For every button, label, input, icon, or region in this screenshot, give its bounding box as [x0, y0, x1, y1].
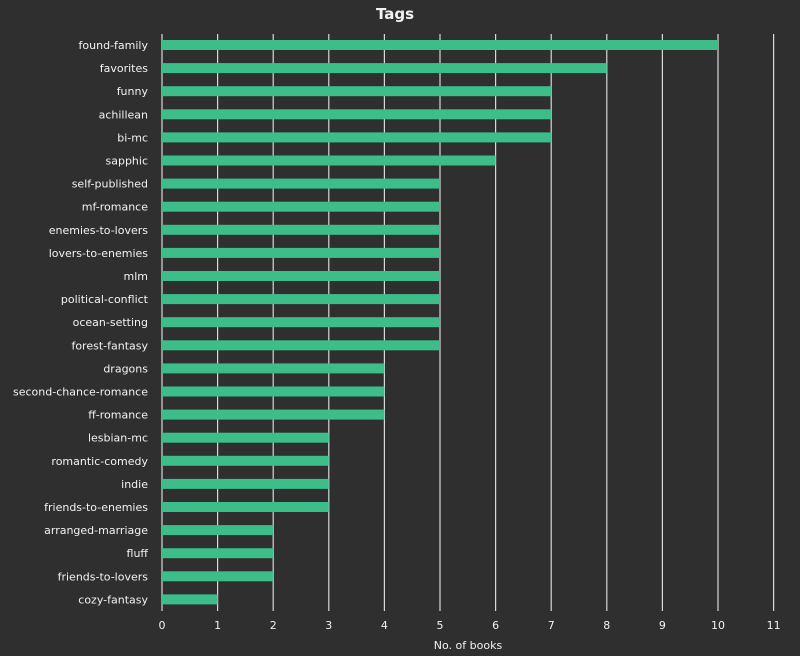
bar-arranged-marriage	[162, 525, 274, 536]
x-tick-label: 2	[270, 619, 277, 632]
category-label: romantic-comedy	[51, 455, 148, 468]
x-tick-label: 11	[767, 619, 781, 632]
bar-cozy-fantasy	[162, 594, 218, 605]
category-label: achillean	[99, 108, 148, 121]
category-label: friends-to-enemies	[44, 501, 148, 514]
x-tick-label: 9	[659, 619, 666, 632]
category-label: enemies-to-lovers	[49, 224, 149, 237]
x-axis-title: No. of books	[434, 639, 503, 652]
category-label: arranged-marriage	[44, 524, 148, 537]
x-tick-labels: 0 1 2 3 4 5 6 7 8 9 10 11	[159, 619, 781, 632]
bar-found-family	[162, 40, 718, 50]
bar-ff-romance	[162, 409, 385, 420]
bar-forest-fantasy	[162, 340, 440, 351]
bar-political-conflict	[162, 294, 440, 305]
bar-indie	[162, 478, 329, 489]
category-label: cozy-fantasy	[78, 593, 148, 606]
x-tick-label: 4	[381, 619, 388, 632]
category-label: mf-romance	[82, 201, 148, 214]
category-label: second-chance-romance	[13, 386, 148, 399]
bar-lesbian-mc	[162, 432, 329, 443]
bar-lovers-to-enemies	[162, 247, 440, 258]
bar-romantic-comedy	[162, 455, 329, 466]
bar-bi-mc	[162, 132, 552, 143]
category-label: mlm	[124, 270, 149, 283]
chart-title: Tags	[376, 5, 414, 23]
bar-friends-to-enemies	[162, 502, 329, 512]
bar-friends-to-lovers	[162, 571, 274, 582]
category-label: ocean-setting	[73, 316, 148, 329]
category-label: indie	[121, 478, 148, 491]
category-label: self-published	[72, 178, 148, 191]
bar-achillean	[162, 109, 552, 120]
bar-mf-romance	[162, 201, 440, 212]
category-label: fluff	[127, 547, 149, 560]
x-tick-label: 6	[492, 619, 499, 632]
x-tick-label: 10	[711, 619, 725, 632]
category-label: sapphic	[105, 155, 148, 168]
category-label: friends-to-lovers	[58, 570, 149, 583]
bar-enemies-to-lovers	[162, 224, 440, 235]
x-tick-label: 3	[325, 619, 332, 632]
bar-favorites	[162, 63, 607, 74]
bar-self-published	[162, 178, 440, 189]
category-label: favorites	[100, 62, 149, 75]
bar-second-chance-romance	[162, 386, 385, 397]
category-label: forest-fantasy	[71, 339, 148, 352]
category-label: ff-romance	[88, 409, 148, 422]
category-label: dragons	[103, 362, 148, 375]
category-label: lesbian-mc	[88, 432, 148, 445]
bar-ocean-setting	[162, 317, 440, 328]
category-label: found-family	[79, 39, 149, 52]
bar-fluff	[162, 548, 274, 559]
category-label: lovers-to-enemies	[49, 247, 149, 260]
bars	[162, 40, 718, 605]
x-tick-label: 1	[214, 619, 221, 632]
x-tick-label: 5	[437, 619, 444, 632]
category-label: funny	[117, 85, 149, 98]
category-labels: found-family favorites funny achillean bi-mc…	[13, 39, 149, 606]
x-tick-label: 7	[548, 619, 555, 632]
bar-sapphic	[162, 155, 496, 166]
category-label: political-conflict	[61, 293, 149, 306]
bar-funny	[162, 86, 552, 97]
bar-dragons	[162, 363, 385, 374]
category-label: bi-mc	[117, 131, 148, 144]
bar-mlm	[162, 271, 440, 281]
x-tick-label: 0	[159, 619, 166, 632]
x-tick-label: 8	[603, 619, 610, 632]
